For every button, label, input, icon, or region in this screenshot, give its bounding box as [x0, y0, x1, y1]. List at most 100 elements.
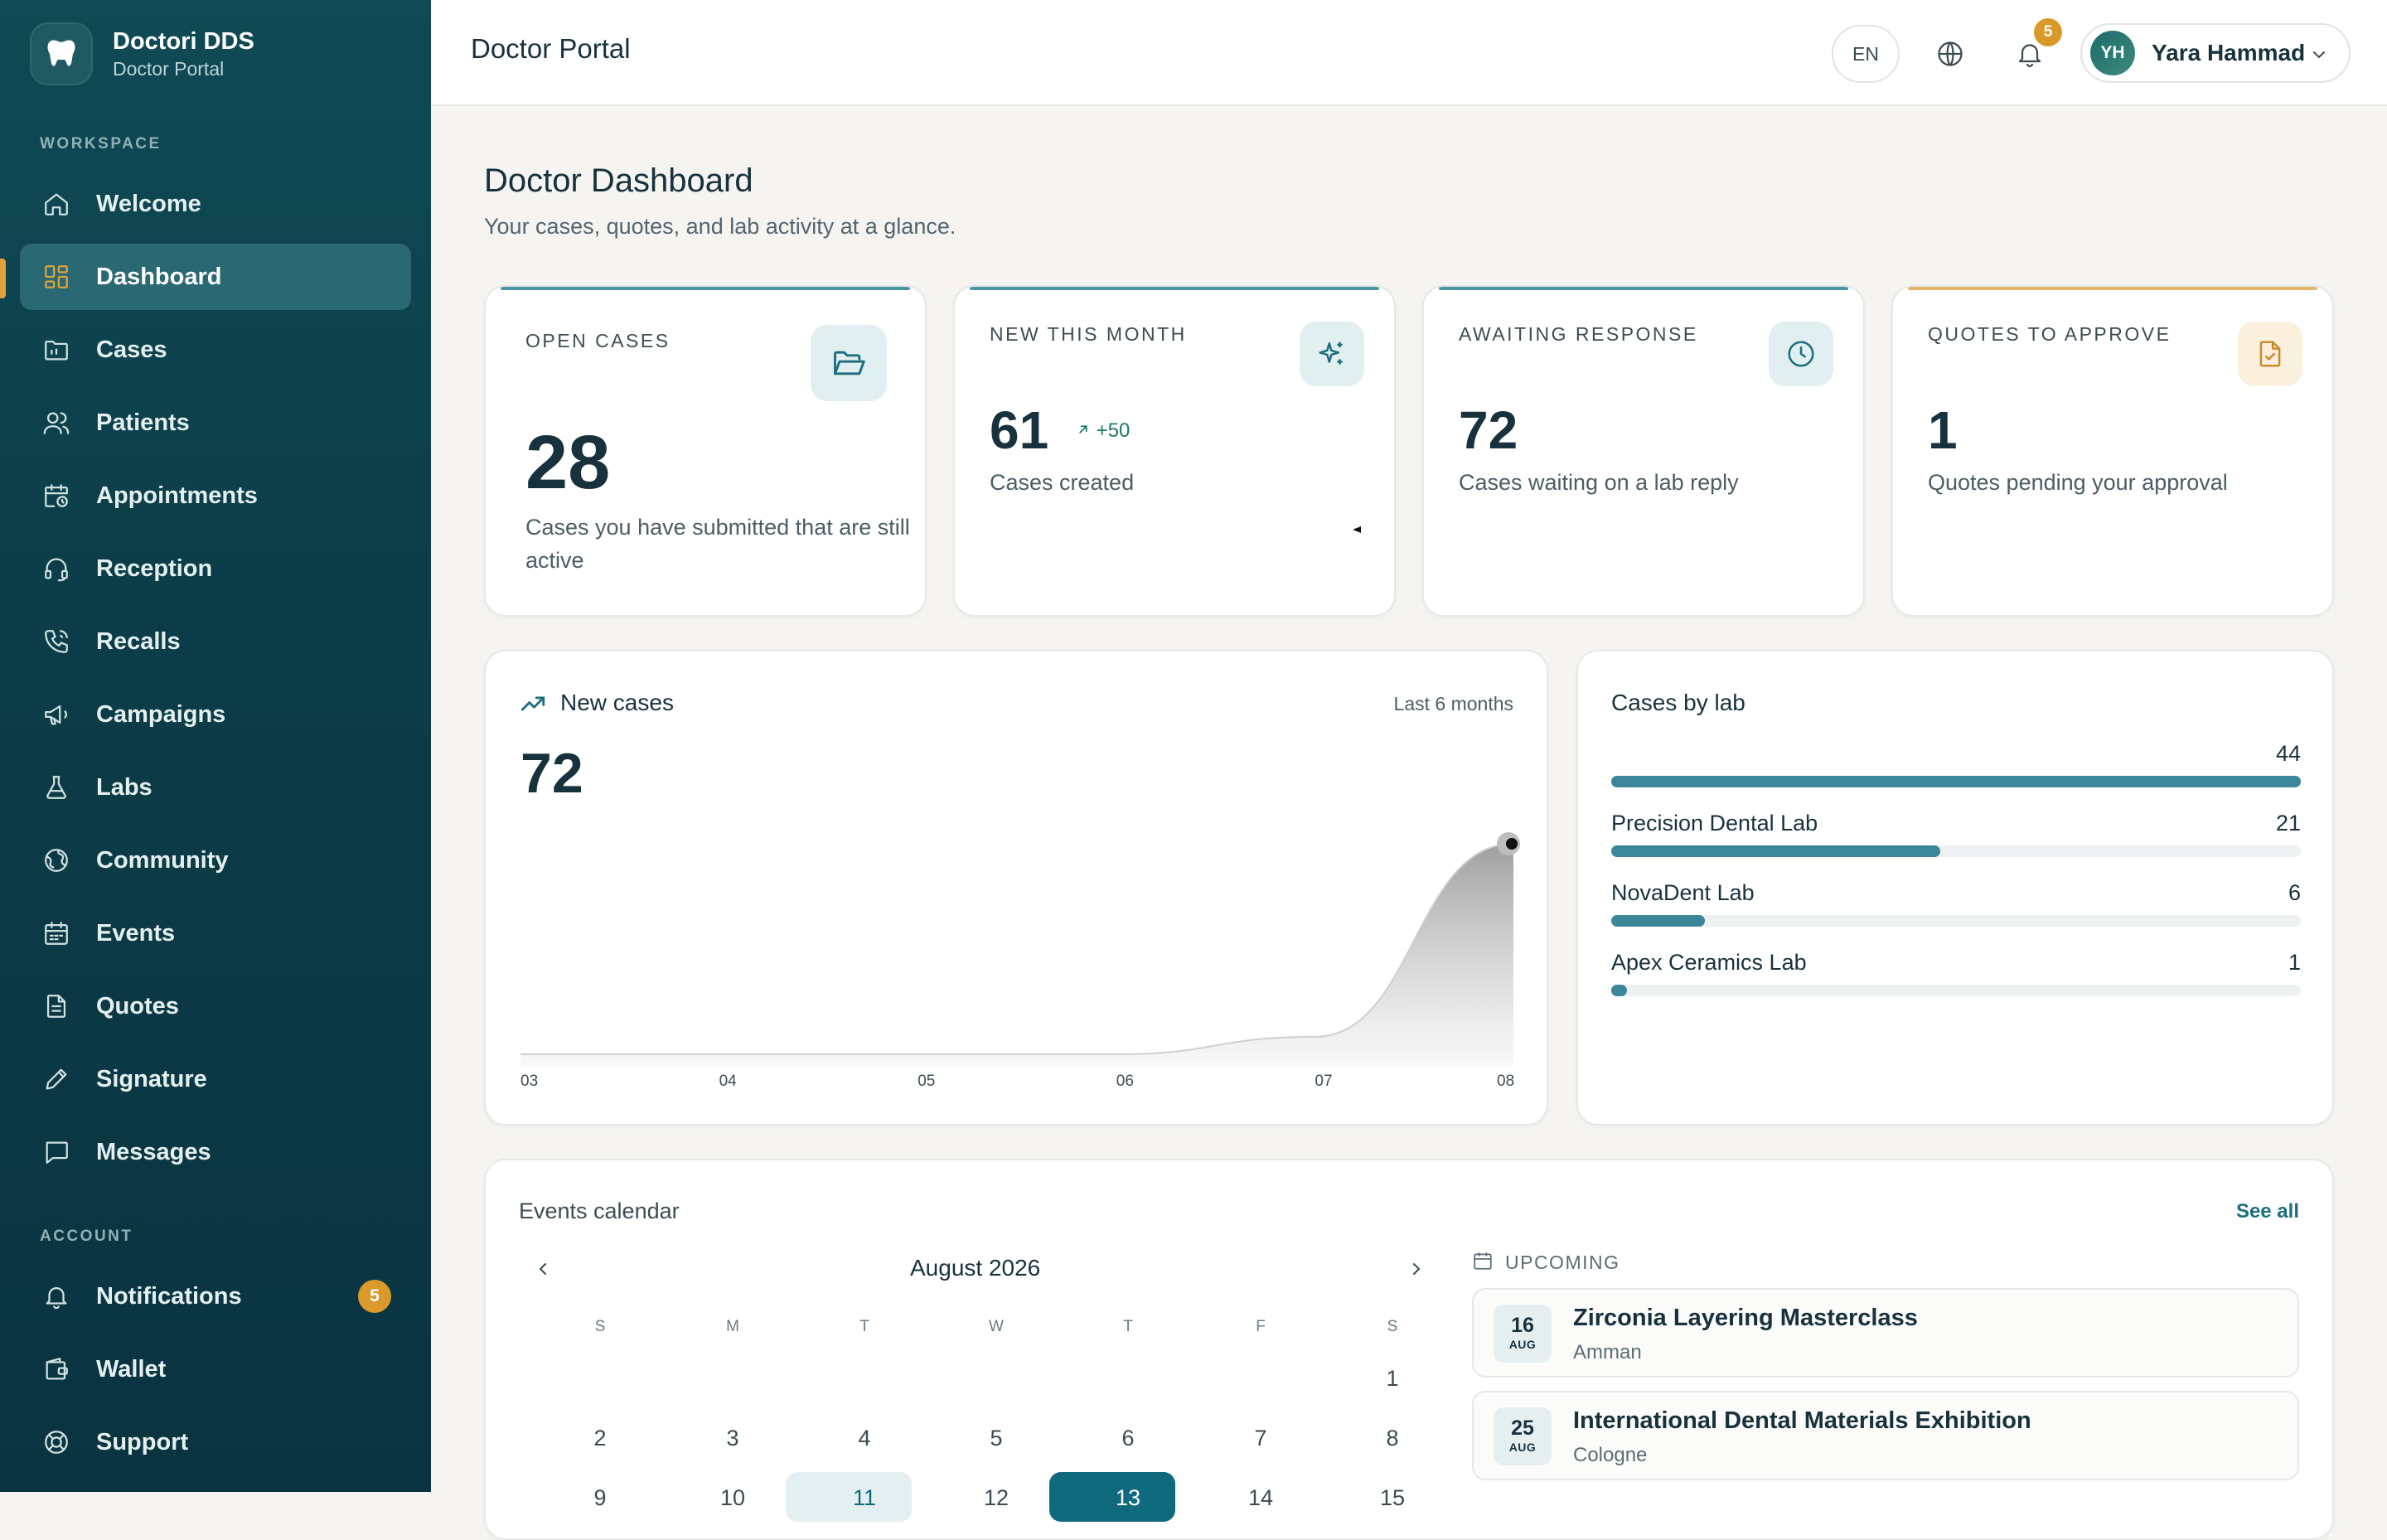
stat-card-open-cases[interactable]: OPEN CASES 28 Cases you have submitted t… — [484, 285, 927, 617]
cases-by-lab-card: Cases by lab 44 Precision Dental Lab 21 … — [1576, 650, 2334, 1126]
stat-description: Cases waiting on a lab reply — [1459, 470, 1739, 495]
sidebar-item-label: Cases — [96, 336, 167, 363]
sidebar-item-label: Dashboard — [96, 263, 222, 290]
sidebar-item-labs[interactable]: Labs — [20, 754, 411, 821]
sidebar-item-notifications[interactable]: Notifications 5 — [20, 1263, 411, 1329]
calendar-icon — [40, 917, 73, 950]
stat-label: OPEN CASES — [525, 330, 671, 351]
sidebar-item-wallet[interactable]: Wallet — [20, 1336, 411, 1402]
sidebar-item-events[interactable]: Events — [20, 900, 411, 966]
x-tick-label: 06 — [1116, 1073, 1134, 1090]
sidebar-item-messages[interactable]: Messages — [20, 1119, 411, 1185]
sidebar-item-recalls[interactable]: Recalls — [20, 608, 411, 675]
stat-description: Cases created — [990, 470, 1135, 495]
sidebar-item-support[interactable]: Support — [20, 1409, 411, 1475]
calendar-day[interactable]: 10 — [719, 1485, 746, 1510]
sidebar-item-campaigns[interactable]: Campaigns — [20, 681, 411, 748]
chevron-left-icon[interactable] — [530, 1257, 555, 1281]
phone-icon — [40, 625, 73, 658]
card-accent — [1439, 287, 1848, 290]
new-cases-chart: 03 04 05 06 07 08 — [520, 832, 1520, 1090]
calendar-day[interactable]: 11 — [852, 1485, 877, 1510]
lab-name: Precision Dental Lab — [1611, 811, 1818, 835]
sidebar-item-patients[interactable]: Patients — [20, 390, 411, 456]
pen-icon — [40, 1063, 73, 1096]
users-icon — [40, 406, 73, 439]
grid-icon — [40, 260, 73, 293]
calendar-day[interactable]: 8 — [1386, 1426, 1399, 1450]
topbar-title: Doctor Portal — [471, 33, 631, 64]
sidebar-item-quotes[interactable]: Quotes — [20, 973, 411, 1039]
see-all-link[interactable]: See all — [2235, 1200, 2299, 1223]
calendar-day[interactable]: 5 — [990, 1426, 1003, 1450]
lab-count: 21 — [2275, 811, 2301, 835]
language-button[interactable]: EN — [1832, 25, 1900, 83]
sidebar-item-signature[interactable]: Signature — [20, 1046, 411, 1112]
sidebar-item-label: Quotes — [96, 992, 179, 1019]
stat-value: 28 — [525, 420, 611, 505]
notifications-badge: 5 — [358, 1280, 391, 1313]
stat-label: QUOTES TO APPROVE — [1928, 323, 2172, 345]
stat-value: 72 — [1459, 400, 1518, 460]
stat-card-new-this-month[interactable]: NEW THIS MONTH 61 +50 Cases created — [953, 285, 1396, 617]
lab-row[interactable]: 44 — [1611, 741, 2301, 791]
calendar-day[interactable]: 3 — [726, 1426, 739, 1450]
chart-point[interactable] — [1506, 838, 1518, 850]
avatar: YH — [2090, 31, 2135, 75]
globe-icon[interactable] — [1929, 33, 1971, 75]
calendar-day[interactable]: 7 — [1254, 1426, 1267, 1450]
events-calendar-card: Events calendar See all August 2026 S M … — [484, 1159, 2334, 1540]
event-date-chip: 16 AUG — [1494, 1305, 1552, 1363]
bell-icon[interactable] — [2009, 33, 2050, 75]
chevron-right-icon[interactable] — [1404, 1257, 1429, 1281]
wallet-icon — [40, 1353, 73, 1386]
sidebar-item-reception[interactable]: Reception — [20, 535, 411, 602]
calendar-day[interactable]: 2 — [593, 1426, 607, 1450]
sidebar-item-label: Patients — [96, 409, 190, 436]
upcoming-event[interactable]: 25 AUG International Dental Materials Ex… — [1472, 1391, 2299, 1480]
upcoming-event[interactable]: 16 AUG Zirconia Layering Masterclass Amm… — [1472, 1288, 2299, 1378]
upcoming-label: UPCOMING — [1505, 1252, 1620, 1273]
weekday-label: S — [594, 1318, 606, 1335]
sidebar-item-dashboard[interactable]: Dashboard — [20, 244, 411, 310]
x-tick-label: 08 — [1497, 1073, 1514, 1090]
stat-value: 61 — [990, 400, 1049, 460]
lab-row[interactable]: NovaDent Lab 6 — [1611, 880, 2301, 930]
sidebar-item-label: Recalls — [96, 627, 181, 655]
calendar-day[interactable]: 12 — [983, 1485, 1010, 1510]
event-name: International Dental Materials Exhibitio… — [1573, 1407, 2031, 1434]
calendar-day[interactable]: 13 — [1115, 1485, 1141, 1510]
sidebar-item-cases[interactable]: Cases — [20, 317, 411, 383]
calendar-day[interactable]: 4 — [858, 1426, 871, 1450]
brand[interactable]: Doctori DDS Doctor Portal — [30, 22, 254, 86]
chart-area — [520, 844, 1513, 1066]
sidebar-item-community[interactable]: Community — [20, 827, 411, 893]
calendar-day[interactable]: 1 — [1386, 1366, 1399, 1391]
sidebar-item-appointments[interactable]: Appointments — [20, 462, 411, 529]
stat-label: NEW THIS MONTH — [990, 323, 1187, 345]
calendar-day[interactable]: 15 — [1379, 1485, 1406, 1510]
calendar-day[interactable]: 6 — [1121, 1426, 1135, 1450]
lab-name: Apex Ceramics Lab — [1611, 950, 1807, 975]
event-location: Amman — [1573, 1341, 1642, 1363]
lab-bar-track — [1611, 845, 2301, 857]
sidebar-item-welcome[interactable]: Welcome — [20, 171, 411, 237]
stat-label: AWAITING RESPONSE — [1459, 323, 1698, 345]
calendar-icon — [1472, 1250, 1494, 1276]
calendar-day[interactable]: 9 — [593, 1485, 607, 1510]
home-icon — [40, 187, 73, 220]
stat-card-awaiting-response[interactable]: AWAITING RESPONSE 72 Cases waiting on a … — [1422, 285, 1865, 617]
card-accent — [1908, 287, 2317, 290]
lab-row[interactable]: Apex Ceramics Lab 1 — [1611, 950, 2301, 1000]
card-accent — [501, 287, 910, 290]
lab-bar-fill — [1611, 845, 1941, 857]
brand-name: Doctori DDS — [113, 28, 254, 55]
account-section-label: ACCOUNT — [40, 1228, 133, 1245]
chart-title: New cases — [560, 690, 674, 715]
stat-description: Cases you have submitted that are still … — [525, 515, 910, 573]
user-menu[interactable]: YH Yara Hammad — [2080, 23, 2351, 83]
stat-card-quotes-to-approve[interactable]: QUOTES TO APPROVE 1 Quotes pending your … — [1891, 285, 2334, 617]
sidebar-item-label: Reception — [96, 554, 213, 582]
lab-row[interactable]: Precision Dental Lab 21 — [1611, 811, 2301, 860]
calendar-day[interactable]: 14 — [1247, 1485, 1274, 1510]
